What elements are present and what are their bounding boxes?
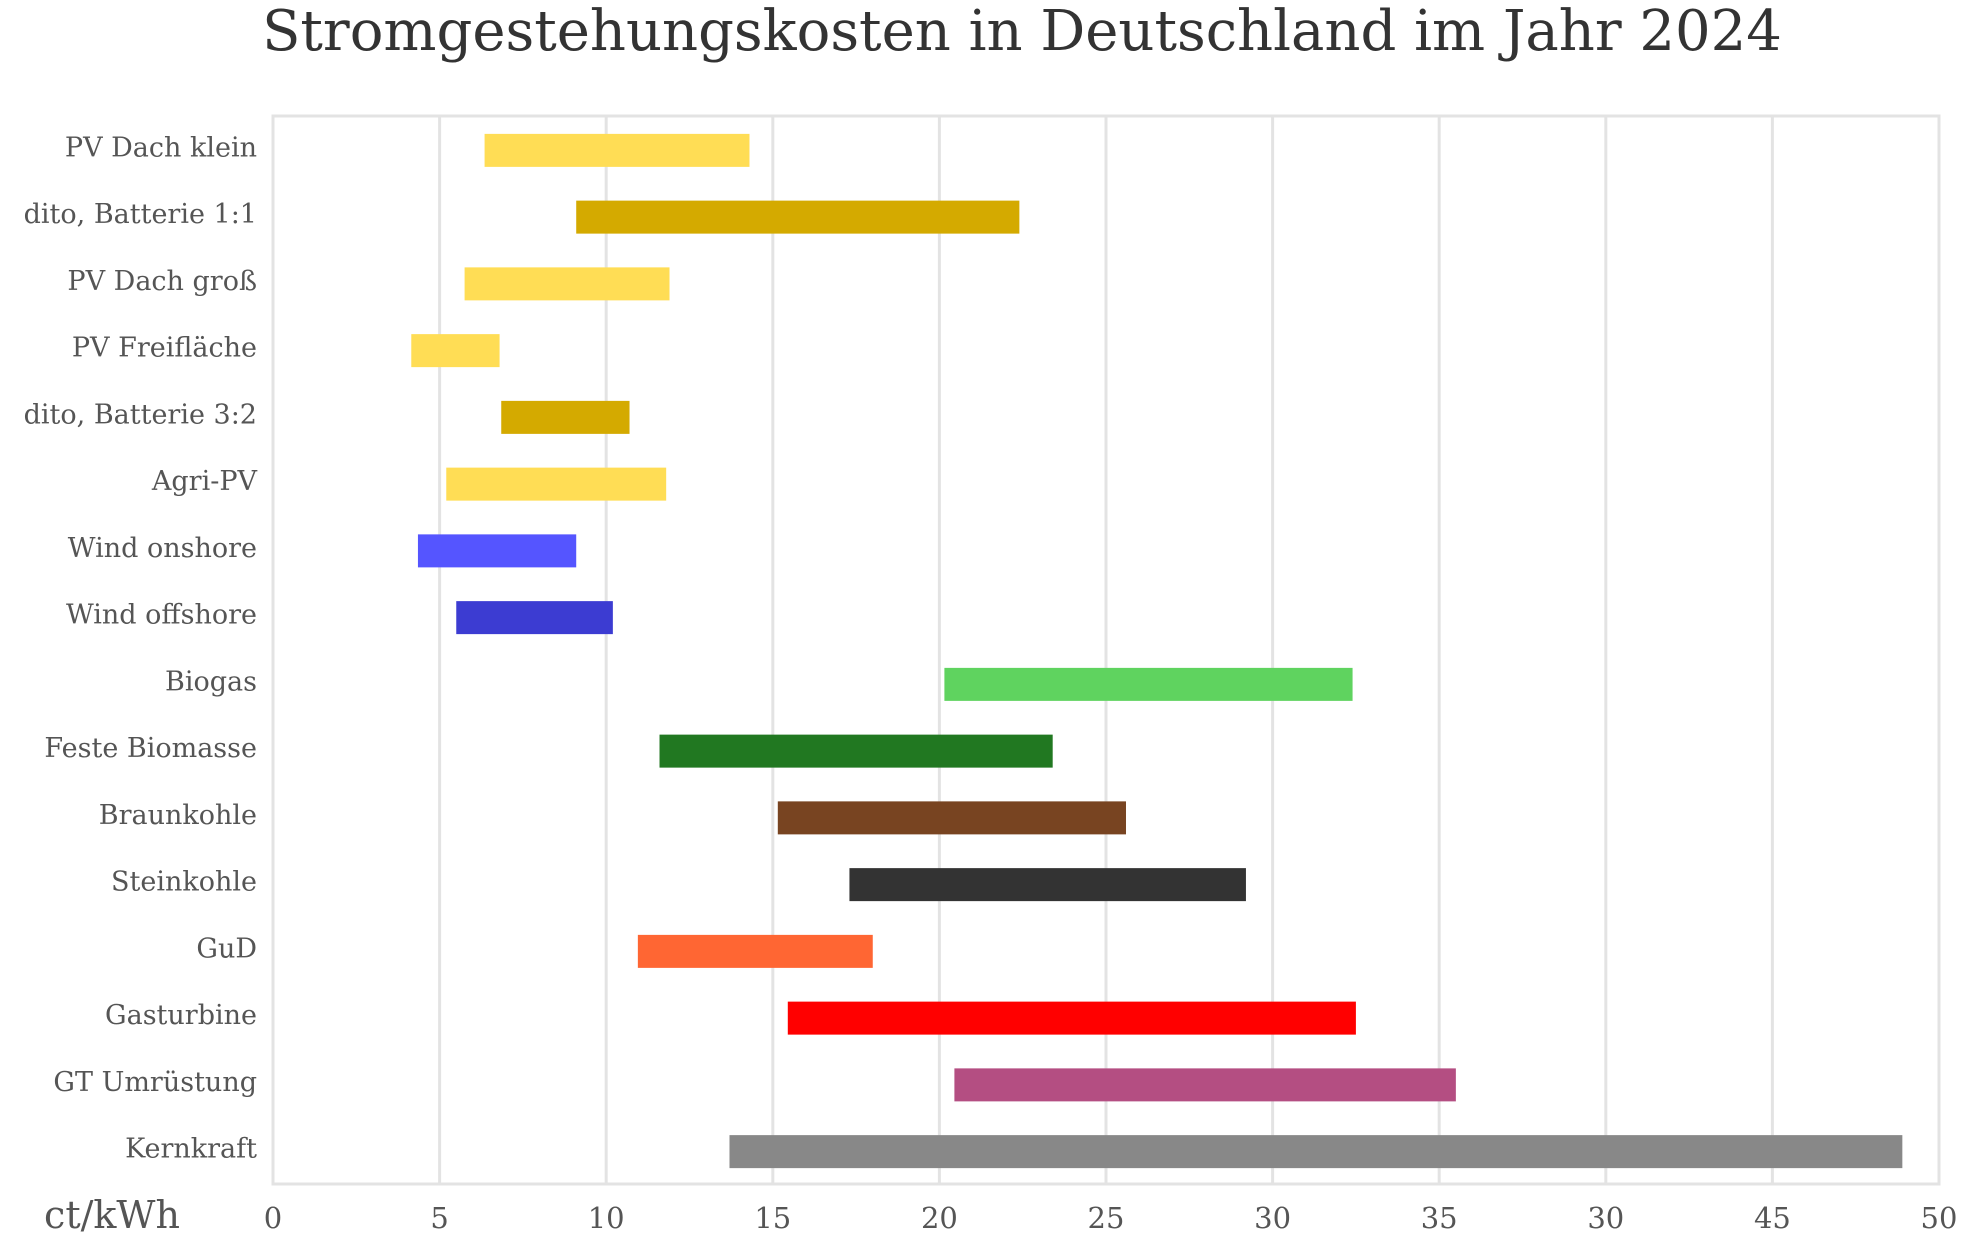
x-tick-label: 0 <box>264 1201 282 1235</box>
category-label: Feste Biomasse <box>44 733 257 764</box>
x-tick-label: 50 <box>1921 1201 1958 1235</box>
bar <box>944 667 1353 701</box>
category-label: Gasturbine <box>105 1000 257 1031</box>
category-label: PV Dach klein <box>65 132 257 163</box>
x-tick-label: 20 <box>921 1201 958 1235</box>
category-label: PV Freifläche <box>72 333 257 364</box>
category-label: Agri-PV <box>151 466 258 497</box>
bar <box>659 734 1053 768</box>
x-axis-label: ct/kWh <box>44 1193 180 1237</box>
category-label: Wind onshore <box>68 533 257 564</box>
category-label: Steinkohle <box>111 867 257 898</box>
x-tick-label: 5 <box>430 1201 448 1235</box>
x-tick-label: 15 <box>754 1201 791 1235</box>
category-label: Braunkohle <box>99 800 257 831</box>
bar <box>464 267 670 301</box>
x-tick-label: 45 <box>1754 1201 1791 1235</box>
category-label: Biogas <box>165 666 257 697</box>
x-tick-labels: 0 5 10 15 20 25 30 35 30 45 50 <box>264 1201 1958 1235</box>
bar <box>446 467 667 501</box>
bar <box>417 534 577 568</box>
bar <box>637 934 873 968</box>
chart-title: Stromgestehungskosten in Deutschland im … <box>262 0 1782 64</box>
category-label: GuD <box>196 933 257 964</box>
bar <box>484 133 750 167</box>
category-label: Wind offshore <box>66 600 257 631</box>
bar <box>576 200 1020 234</box>
bar <box>849 868 1246 902</box>
x-tick-label: 35 <box>1421 1201 1458 1235</box>
bar <box>411 334 500 368</box>
bar <box>777 801 1126 835</box>
bar <box>729 1135 1903 1169</box>
category-label: PV Dach groß <box>67 266 257 297</box>
x-tick-label: 25 <box>1088 1201 1125 1235</box>
x-tick-label: 30 <box>1587 1201 1624 1235</box>
bar <box>501 400 630 434</box>
x-tick-label: 10 <box>588 1201 625 1235</box>
bar <box>954 1068 1456 1102</box>
bar <box>787 1001 1356 1035</box>
category-label: dito, Batterie 3:2 <box>24 399 257 430</box>
category-label: Kernkraft <box>125 1134 257 1165</box>
category-labels: PV Dach klein dito, Batterie 1:1 PV Dach g… <box>24 132 258 1164</box>
bar <box>456 601 613 635</box>
category-label: GT Umrüstung <box>53 1067 257 1098</box>
bars <box>411 133 1903 1169</box>
x-tick-label: 30 <box>1254 1201 1291 1235</box>
category-label: dito, Batterie 1:1 <box>24 199 257 230</box>
